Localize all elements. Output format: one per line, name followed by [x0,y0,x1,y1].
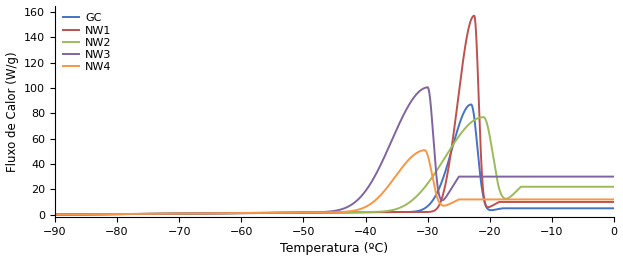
NW4 [581,198,588,201]
GC [161,212,168,215]
Line: GC: GC [55,104,614,215]
GC [74,213,82,216]
NW1 [610,200,617,204]
NW3 [161,212,168,215]
Y-axis label: Fluxo de Calor (W/g): Fluxo de Calor (W/g) [6,51,19,172]
NW4 [51,213,59,216]
NW1 [161,212,168,215]
NW2 [74,213,82,216]
Line: NW2: NW2 [55,117,614,215]
GC [467,103,475,106]
GC [85,213,92,216]
NW2 [610,185,617,188]
NW3 [325,210,332,213]
Line: NW1: NW1 [55,16,614,215]
NW2 [54,213,61,216]
NW2 [85,213,92,216]
NW1 [74,213,82,216]
NW3 [85,213,92,216]
Line: NW3: NW3 [55,87,614,215]
GC [610,207,617,210]
NW4 [85,213,92,216]
NW3 [610,175,617,178]
NW3 [581,175,588,178]
NW2 [51,213,59,216]
NW4 [161,212,168,215]
NW2 [480,116,487,119]
NW3 [424,86,431,89]
NW1 [85,213,92,216]
Legend: GC, NW1, NW2, NW3, NW4: GC, NW1, NW2, NW3, NW4 [60,11,113,74]
Line: NW4: NW4 [55,150,614,215]
NW2 [325,211,332,214]
NW1 [581,200,588,204]
NW1 [51,213,59,216]
NW1 [470,14,478,17]
NW3 [74,213,82,216]
NW4 [54,213,61,216]
NW1 [54,213,61,216]
NW2 [581,185,588,188]
X-axis label: Temperatura (ºC): Temperatura (ºC) [280,242,389,256]
NW3 [54,213,61,216]
NW4 [421,149,429,152]
NW2 [161,212,168,215]
GC [581,207,588,210]
GC [51,213,59,216]
GC [54,213,61,216]
NW3 [51,213,59,216]
NW4 [610,198,617,201]
NW4 [325,211,332,214]
NW1 [325,211,332,214]
NW4 [74,213,82,216]
GC [325,211,332,214]
